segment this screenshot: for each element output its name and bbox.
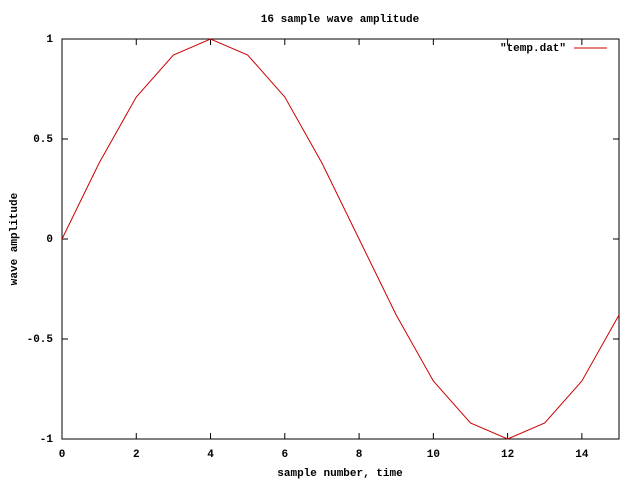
legend-label: "temp.dat" xyxy=(500,43,566,55)
x-tick-label: 12 xyxy=(501,449,514,461)
x-tick-label: 6 xyxy=(281,449,288,461)
x-axis-label: sample number, time xyxy=(277,468,403,480)
x-tick-label: 8 xyxy=(356,449,363,461)
x-tick-label: 14 xyxy=(575,449,589,461)
y-axis-label: wave amplitude xyxy=(9,192,21,285)
y-tick-label: 0 xyxy=(46,234,53,246)
x-tick-label: 10 xyxy=(427,449,440,461)
x-tick-label: 4 xyxy=(207,449,214,461)
y-tick-label: -1 xyxy=(40,434,54,446)
x-tick-label: 2 xyxy=(133,449,140,461)
y-tick-label: 1 xyxy=(46,34,53,46)
x-tick-label: 0 xyxy=(59,449,66,461)
y-tick-label: 0.5 xyxy=(33,134,53,146)
y-tick-label: -0.5 xyxy=(27,334,54,346)
chart-title: 16 sample wave amplitude xyxy=(261,14,420,26)
plot-frame xyxy=(61,38,620,440)
data-line xyxy=(61,38,620,440)
